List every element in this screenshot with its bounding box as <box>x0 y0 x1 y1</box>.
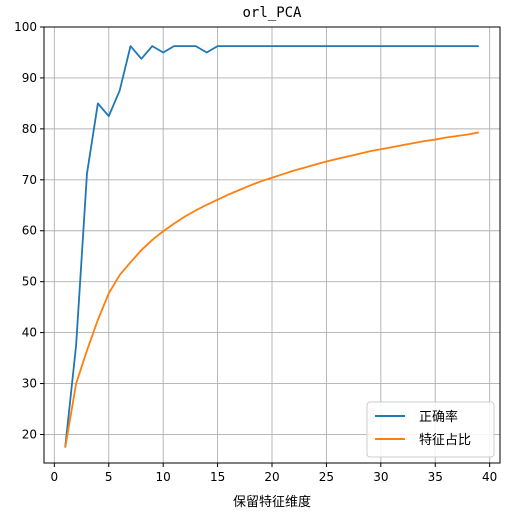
x-tick-label: 10 <box>156 470 171 484</box>
y-tick-label: 80 <box>22 122 37 136</box>
y-tick-label: 40 <box>22 326 37 340</box>
x-tick-label: 0 <box>51 470 59 484</box>
y-tick-label: 20 <box>22 427 37 441</box>
legend-label: 正确率 <box>419 409 458 425</box>
y-tick-label: 90 <box>22 71 37 85</box>
y-tick-label: 60 <box>22 224 37 238</box>
y-tick-label: 30 <box>22 377 37 391</box>
x-tick-label: 35 <box>428 470 443 484</box>
x-tick-label: 40 <box>482 470 497 484</box>
x-tick-label: 20 <box>264 470 279 484</box>
x-tick-label: 5 <box>105 470 113 484</box>
x-tick-label: 30 <box>373 470 388 484</box>
x-axis-label: 保留特征维度 <box>233 494 311 510</box>
series-line-1 <box>64 131 479 448</box>
series-lines <box>64 45 479 448</box>
y-tick-label: 100 <box>14 20 37 34</box>
axis-ticks: 0 5 10 15 20 25 30 35 40 20 30 40 50 60 70 80 90 100 <box>14 20 497 484</box>
x-tick-label: 15 <box>210 470 225 484</box>
legend-label: 特征占比 <box>419 433 471 448</box>
grid <box>44 26 500 463</box>
y-tick-label: 70 <box>22 173 37 187</box>
y-tick-label: 50 <box>22 275 37 289</box>
series-line-0 <box>64 45 479 448</box>
x-tick-label: 25 <box>319 470 334 484</box>
chart-title: orl_PCA <box>242 5 302 21</box>
